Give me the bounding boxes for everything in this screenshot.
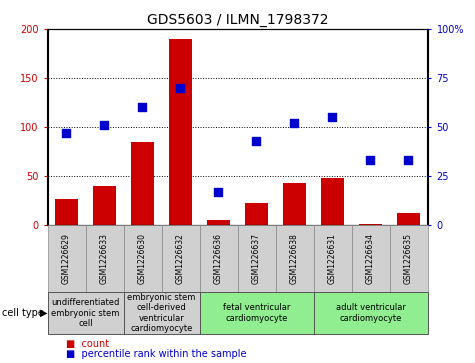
- Text: GSM1226634: GSM1226634: [366, 233, 375, 284]
- Bar: [86, 225, 124, 292]
- Bar: [276, 225, 314, 292]
- Point: [63, 130, 70, 136]
- Bar: [200, 292, 314, 334]
- Bar: [283, 183, 306, 225]
- Point: [139, 105, 146, 110]
- Text: fetal ventricular
cardiomyocyte: fetal ventricular cardiomyocyte: [223, 303, 290, 323]
- Bar: [359, 224, 382, 225]
- Point: [253, 138, 260, 144]
- Bar: [245, 204, 268, 225]
- Point: [215, 189, 222, 195]
- Text: embryonic stem
cell-derived
ventricular
cardiomyocyte: embryonic stem cell-derived ventricular …: [127, 293, 196, 333]
- Text: undifferentiated
embryonic stem
cell: undifferentiated embryonic stem cell: [51, 298, 120, 328]
- Text: adult ventricular
cardiomyocyte: adult ventricular cardiomyocyte: [335, 303, 406, 323]
- Bar: [390, 225, 428, 292]
- Text: GSM1226636: GSM1226636: [214, 233, 223, 284]
- Bar: [397, 213, 420, 225]
- Text: ■  percentile rank within the sample: ■ percentile rank within the sample: [66, 349, 247, 359]
- Bar: [352, 225, 390, 292]
- Bar: [131, 142, 154, 225]
- Bar: [124, 292, 200, 334]
- Text: GSM1226633: GSM1226633: [100, 233, 109, 284]
- Point: [101, 122, 108, 128]
- Point: [329, 114, 336, 120]
- Bar: [48, 225, 86, 292]
- Text: GSM1226630: GSM1226630: [138, 233, 147, 284]
- Bar: [162, 225, 199, 292]
- Text: GSM1226638: GSM1226638: [290, 233, 299, 284]
- Bar: [93, 186, 116, 225]
- Text: GSM1226629: GSM1226629: [62, 233, 71, 284]
- Bar: [314, 292, 428, 334]
- Bar: [207, 220, 230, 225]
- Point: [367, 158, 374, 163]
- Bar: [200, 225, 238, 292]
- Point: [405, 158, 412, 163]
- Bar: [321, 178, 344, 225]
- Text: ▶: ▶: [40, 308, 48, 318]
- Text: GSM1226632: GSM1226632: [176, 233, 185, 284]
- Bar: [124, 225, 162, 292]
- Bar: [55, 199, 78, 225]
- Text: ■  count: ■ count: [66, 339, 110, 349]
- Bar: [314, 225, 352, 292]
- Bar: [48, 292, 124, 334]
- Bar: [169, 39, 192, 225]
- Point: [177, 85, 184, 91]
- Text: GSM1226637: GSM1226637: [252, 233, 261, 284]
- Point: [291, 120, 298, 126]
- Text: GSM1226631: GSM1226631: [328, 233, 337, 284]
- Text: cell type: cell type: [2, 308, 44, 318]
- Bar: [238, 225, 276, 292]
- Title: GDS5603 / ILMN_1798372: GDS5603 / ILMN_1798372: [147, 13, 328, 26]
- Text: GSM1226635: GSM1226635: [404, 233, 413, 284]
